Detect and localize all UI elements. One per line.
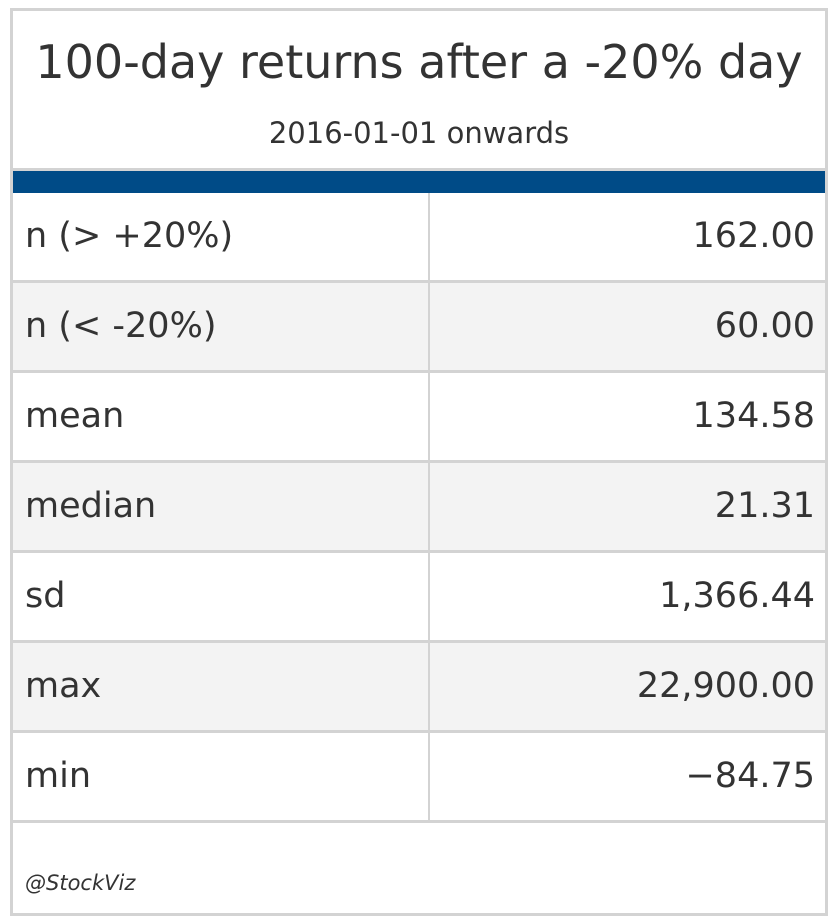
- table-row: median 21.31: [13, 460, 825, 550]
- table-header: 100-day returns after a -20% day 2016-01…: [13, 11, 825, 171]
- row-value: 21.31: [714, 486, 815, 526]
- row-label: min: [13, 733, 430, 820]
- table-row: sd 1,366.44: [13, 550, 825, 640]
- row-label: n (> +20%): [13, 193, 430, 280]
- source-note: @StockViz: [25, 871, 136, 895]
- table-row: mean 134.58: [13, 370, 825, 460]
- accent-bar: [13, 171, 825, 193]
- row-label: n (< -20%): [13, 283, 430, 370]
- row-value: 22,900.00: [636, 666, 815, 706]
- row-label: median: [13, 463, 430, 550]
- row-value: 60.00: [714, 306, 815, 346]
- row-value: −84.75: [685, 756, 815, 796]
- table-subtitle: 2016-01-01 onwards: [268, 116, 570, 150]
- table-title: 100-day returns after a -20% day: [35, 35, 803, 89]
- table-footer: @StockViz: [13, 820, 825, 905]
- row-label: mean: [13, 373, 430, 460]
- table-frame: 100-day returns after a -20% day 2016-01…: [10, 8, 828, 916]
- table-row: min −84.75: [13, 730, 825, 820]
- row-label: max: [13, 643, 430, 730]
- table-row: n (< -20%) 60.00: [13, 280, 825, 370]
- table-row: n (> +20%) 162.00: [13, 193, 825, 280]
- row-value: 162.00: [692, 216, 815, 256]
- row-label: sd: [13, 553, 430, 640]
- row-value: 134.58: [692, 396, 815, 436]
- row-value: 1,366.44: [659, 576, 815, 616]
- table-row: max 22,900.00: [13, 640, 825, 730]
- table-body: n (> +20%) 162.00 n (< -20%) 60.00 mean 134.5…: [13, 193, 825, 820]
